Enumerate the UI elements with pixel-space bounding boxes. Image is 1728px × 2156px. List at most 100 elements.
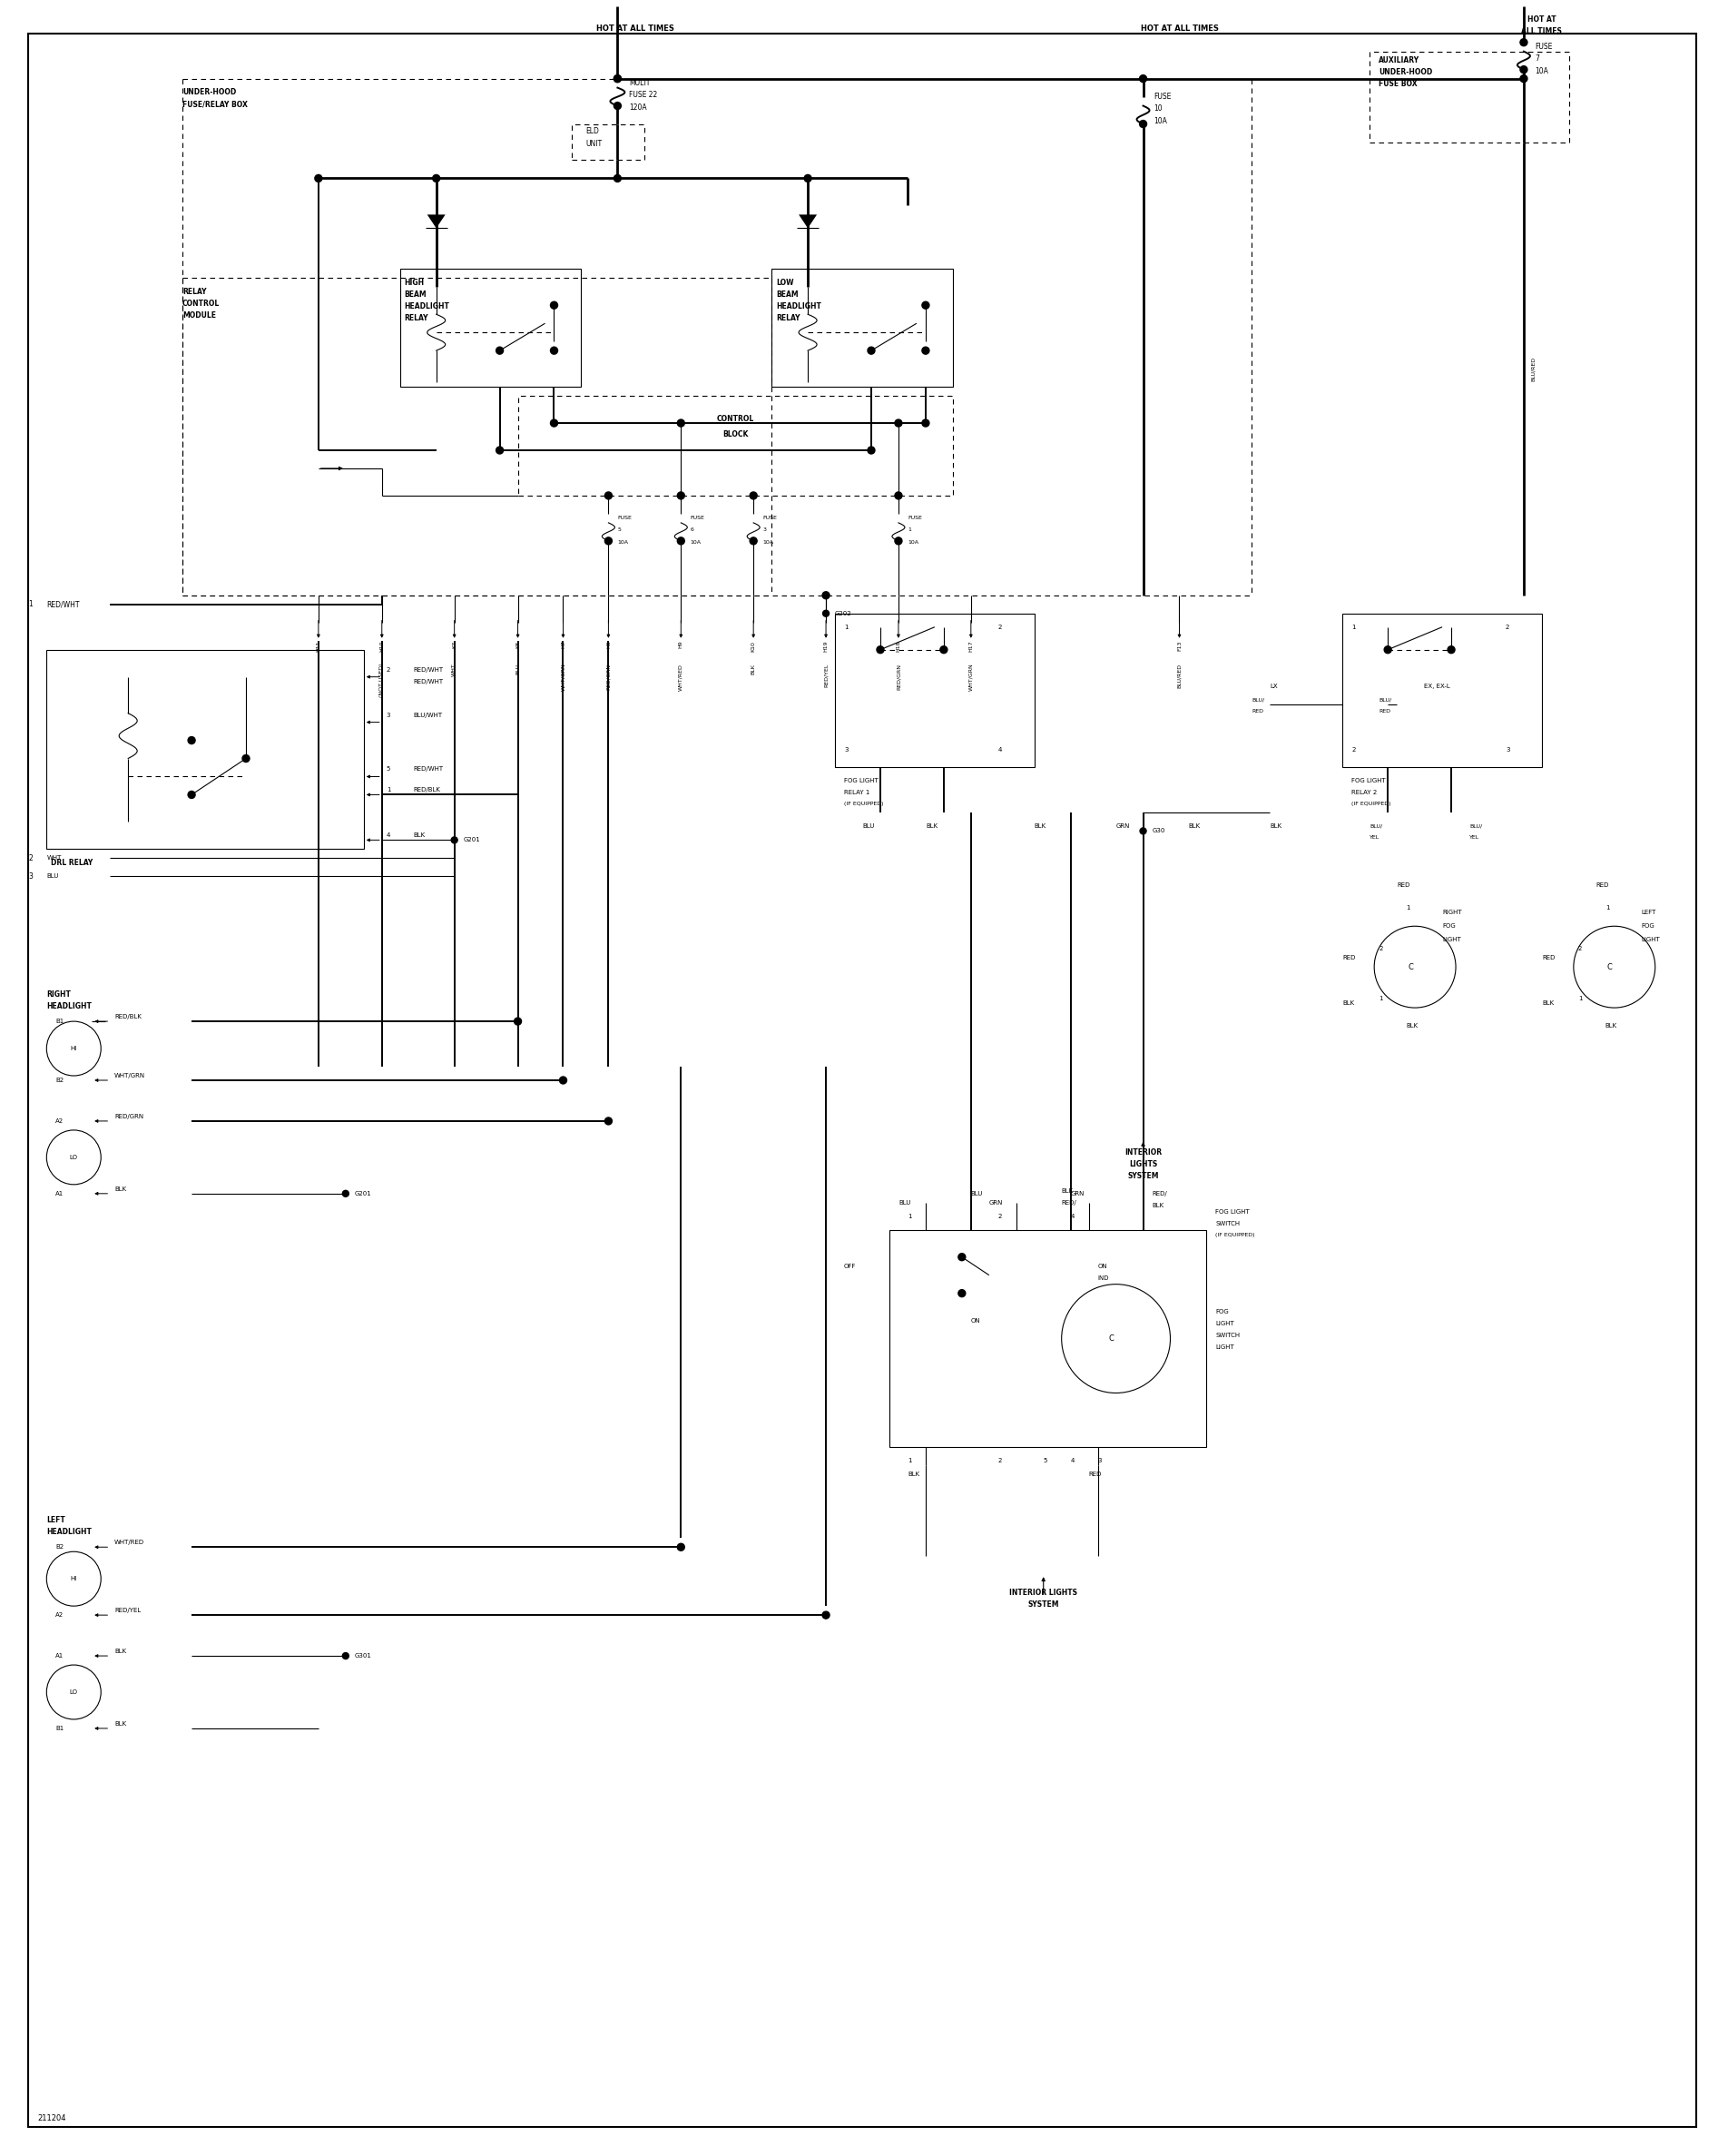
- Text: BLU: BLU: [515, 664, 520, 675]
- Text: SWITCH: SWITCH: [1215, 1332, 1241, 1337]
- Text: LO: LO: [69, 1156, 78, 1160]
- Text: 2: 2: [999, 1214, 1002, 1218]
- Text: WHT/RED: WHT/RED: [679, 664, 683, 690]
- Circle shape: [823, 610, 829, 617]
- Circle shape: [432, 175, 441, 181]
- Text: RIGHT: RIGHT: [47, 990, 71, 998]
- Circle shape: [342, 1190, 349, 1197]
- Text: 3: 3: [28, 873, 33, 880]
- Text: FUSE: FUSE: [1154, 93, 1172, 101]
- Text: BLU/: BLU/: [1379, 696, 1391, 703]
- Circle shape: [823, 1611, 829, 1619]
- Text: 7: 7: [1534, 54, 1540, 63]
- Text: HEADLIGHT: HEADLIGHT: [404, 302, 449, 310]
- Text: 10A: 10A: [762, 541, 774, 545]
- Text: 4: 4: [1071, 1457, 1075, 1464]
- Text: 2: 2: [1351, 746, 1355, 752]
- Text: 1: 1: [1605, 906, 1609, 910]
- Text: 1: 1: [907, 1214, 912, 1218]
- Text: BLK: BLK: [1407, 1024, 1419, 1028]
- Text: BLU: BLU: [47, 873, 59, 880]
- Text: FUSE 22: FUSE 22: [629, 91, 658, 99]
- Text: BLK: BLK: [114, 1649, 126, 1654]
- Text: RED/: RED/: [1061, 1201, 1077, 1205]
- Text: BLK: BLK: [926, 824, 938, 830]
- Text: BLU/RED: BLU/RED: [1531, 356, 1536, 382]
- Text: 1: 1: [28, 599, 33, 608]
- Text: RELAY: RELAY: [404, 315, 429, 321]
- Text: 2: 2: [28, 854, 33, 862]
- Text: RED/GRN: RED/GRN: [114, 1115, 143, 1119]
- Circle shape: [613, 175, 620, 181]
- Text: HEADLIGHT: HEADLIGHT: [776, 302, 821, 310]
- Text: 2: 2: [1505, 625, 1510, 630]
- Text: C: C: [1607, 964, 1612, 970]
- Circle shape: [1140, 828, 1146, 834]
- Text: SWITCH: SWITCH: [1215, 1220, 1241, 1227]
- Text: H17: H17: [969, 640, 973, 651]
- Text: WHT: WHT: [453, 664, 456, 677]
- Bar: [47, 649, 365, 849]
- Circle shape: [188, 791, 195, 798]
- Text: A2: A2: [55, 1119, 64, 1123]
- Text: LIGHT: LIGHT: [1215, 1319, 1234, 1326]
- Text: CONTROL: CONTROL: [183, 300, 219, 308]
- Text: UNDER-HOOD: UNDER-HOOD: [183, 88, 237, 97]
- Circle shape: [895, 537, 902, 545]
- Circle shape: [560, 1076, 567, 1084]
- Text: B1: B1: [55, 1018, 64, 1024]
- Text: ELD: ELD: [586, 127, 600, 136]
- Circle shape: [188, 737, 195, 744]
- Text: ALL TIMES: ALL TIMES: [1521, 28, 1562, 34]
- Text: LEFT: LEFT: [1642, 910, 1657, 916]
- Text: 1: 1: [1351, 625, 1356, 630]
- Text: ON: ON: [1097, 1263, 1108, 1270]
- Circle shape: [876, 647, 885, 653]
- Text: 10A: 10A: [689, 541, 702, 545]
- Circle shape: [923, 347, 930, 354]
- Circle shape: [496, 446, 503, 455]
- Text: BLU: BLU: [971, 1190, 983, 1197]
- Text: FUSE: FUSE: [617, 515, 632, 520]
- Circle shape: [551, 420, 558, 427]
- Circle shape: [895, 492, 902, 500]
- Text: HOT AT ALL TIMES: HOT AT ALL TIMES: [596, 24, 674, 32]
- Circle shape: [823, 591, 829, 599]
- Text: K10: K10: [752, 640, 755, 651]
- Text: B2: B2: [55, 1078, 64, 1082]
- Text: HIGH: HIGH: [404, 278, 425, 287]
- Text: BLK: BLK: [114, 1186, 126, 1192]
- Text: 4: 4: [999, 746, 1002, 752]
- Circle shape: [496, 347, 503, 354]
- Text: GRN: GRN: [988, 1201, 1002, 1205]
- Circle shape: [867, 446, 874, 455]
- Circle shape: [959, 1253, 966, 1261]
- Bar: [772, 270, 952, 386]
- Text: 1: 1: [1379, 996, 1382, 1000]
- Text: BLK: BLK: [1541, 1000, 1553, 1007]
- Text: FUSE BOX: FUSE BOX: [1379, 80, 1417, 88]
- Text: BLK: BLK: [1061, 1188, 1073, 1194]
- Text: BEAM: BEAM: [404, 291, 427, 298]
- Circle shape: [451, 837, 458, 843]
- Text: INTERIOR LIGHTS: INTERIOR LIGHTS: [1009, 1589, 1078, 1595]
- Text: WHT/GRN: WHT/GRN: [562, 664, 565, 692]
- Text: FUSE/RELAY BOX: FUSE/RELAY BOX: [183, 99, 247, 108]
- Circle shape: [1521, 75, 1528, 82]
- Text: 5: 5: [387, 768, 391, 772]
- Text: BLU: BLU: [899, 1201, 911, 1205]
- Circle shape: [314, 175, 321, 181]
- Text: FUSE: FUSE: [907, 515, 923, 520]
- Text: DRL RELAY: DRL RELAY: [52, 858, 93, 867]
- Text: 3: 3: [387, 711, 391, 718]
- Text: K7: K7: [453, 640, 456, 649]
- Text: BLU/: BLU/: [1469, 824, 1483, 828]
- Text: YEL: YEL: [1370, 834, 1381, 839]
- Circle shape: [551, 347, 558, 354]
- Circle shape: [677, 420, 684, 427]
- Text: BLK: BLK: [413, 832, 425, 839]
- Text: AUXILIARY: AUXILIARY: [1379, 56, 1420, 65]
- Text: GRN: GRN: [1071, 1190, 1085, 1197]
- Circle shape: [515, 1018, 522, 1024]
- Text: FOG LIGHT: FOG LIGHT: [843, 778, 878, 785]
